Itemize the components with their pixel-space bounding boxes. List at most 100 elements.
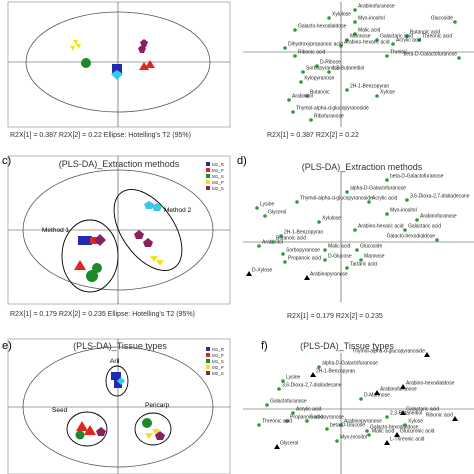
score-point [156,260,164,266]
loading-label: Ribonic acid [426,413,453,419]
loading-label: Lysine [260,202,274,208]
panel-e: e) (PLS-DA)_Tissue types Aril Seed Peric… [2,338,231,474]
score-point [111,372,121,380]
score-point [134,230,144,239]
loading-label: Butanoic acid [276,236,306,242]
score-point [78,236,92,245]
loading-point [345,190,349,194]
loading-point [274,444,280,449]
loading-label: Galactaric acid [406,407,439,413]
legend-swatch [206,174,210,178]
loading-label: Mannose [350,34,371,40]
loading-label: Malic acid [358,28,380,34]
score-point [76,44,81,49]
loading-point [385,415,389,419]
loading-point [391,42,395,46]
loading-point [305,94,309,98]
loading-point [309,118,313,122]
group-label-method1: Method 1 [42,227,69,234]
loading-label: L-Threonic acid [390,437,425,443]
score-point [155,431,165,440]
legend-swatch [206,180,210,184]
loading-point [345,88,349,92]
loading-point [345,38,349,42]
loading-point [359,397,363,401]
legend-swatch [206,353,210,357]
panel-letter-c: c) [2,155,11,167]
loading-point [257,423,261,427]
legend-swatch [206,162,210,166]
loading-label: Arabinopyranose [310,272,348,278]
loading-point [285,419,289,423]
loading-point [435,238,439,242]
loading-point [355,248,359,252]
loading-label: Glycerol [280,441,298,447]
loading-label: Galacto-hexodialdose [387,234,436,240]
panel-c: c) (PLS-DA)_Extraction methods Method 1 … [2,155,231,318]
loading-point [327,70,331,74]
loading-label: Lysine [286,375,300,381]
loading-label: Acrylic acid [396,38,422,44]
loading-label: Glycerol [268,210,286,216]
score-point [114,380,122,388]
loading-label: 2H-1-Benzopyran [350,84,389,90]
loading-point [339,423,343,427]
panel-letter-d: d) [237,155,247,167]
panel-a-frame [7,1,231,128]
loadings-f: Thymol-alpha-d-glucopyranoside alpha-D-Ga… [257,349,458,449]
score-point [152,429,160,435]
score-point [150,256,158,262]
loading-label: Threonic acid [262,419,292,425]
score-point [90,237,98,244]
loading-point [367,200,371,204]
legend-label: M2_P [212,365,224,370]
legend-swatch [206,371,210,375]
loading-label: Tartaric acid [350,262,377,268]
loading-point [317,220,321,224]
loading-point [281,252,285,256]
loading-point [299,80,303,84]
loading-label: Propanoic acid [290,415,323,421]
loading-label: Butanoic acid [410,30,440,36]
loadings-b: Arabinofuranose Glucoside Xylulose Myo-inos… [283,4,461,122]
loading-label: Acrylic acid [296,407,322,413]
loading-label: Sorbopyranose [306,66,340,72]
loading-point [424,352,430,357]
loading-point [353,8,357,12]
loading-label: Xylulose [322,216,341,222]
loading-label: Malic acid [328,244,350,250]
group-label-pericarp: Pericarp [145,402,170,409]
title-e: (PLS-DA)_Tissue types [73,341,167,351]
loadings-d: beta-D-Galactofuranose alpha-D-Galactofur… [246,174,470,280]
loading-point [335,439,339,443]
loading-label: Malic acid [372,429,394,435]
loading-point [255,206,259,210]
loading-point [283,46,287,50]
loading-point [246,271,252,276]
legend-c: M1_R M1_P M1_S M2_P M2_S [206,162,225,191]
group-label-method2: Method 2 [164,207,191,214]
loading-point [301,70,305,74]
loading-point [415,218,419,222]
loading-point [339,44,343,48]
score-point [142,418,152,428]
score-point [94,234,106,246]
pericarp-group-ellipse [134,412,172,446]
score-point [74,260,86,270]
score-point [75,430,85,440]
loading-label: 3,6-Dioxa-2,7-disiladecane [282,383,342,389]
loading-point [310,372,316,377]
seed-group-ellipse [66,411,108,447]
loading-point [365,429,369,433]
loading-point [293,54,297,58]
legend-label: M1_R [212,162,225,167]
score-point [145,433,153,439]
loading-label: alpha-D-Galactofuranose [350,186,406,192]
loading-point [291,411,295,415]
panel-a: R2X[1] = 0.387 R2X[2] = 0.22 Ellipse: Ho… [7,1,231,139]
loading-label: Acrylic acid [372,196,398,202]
legend-swatch [206,186,210,190]
group-label-seed: Seed [52,407,68,414]
legend-label: M1_S [212,359,224,364]
score-point [86,270,98,282]
